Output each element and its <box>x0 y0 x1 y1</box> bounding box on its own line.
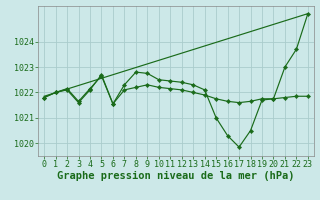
X-axis label: Graphe pression niveau de la mer (hPa): Graphe pression niveau de la mer (hPa) <box>57 171 295 181</box>
